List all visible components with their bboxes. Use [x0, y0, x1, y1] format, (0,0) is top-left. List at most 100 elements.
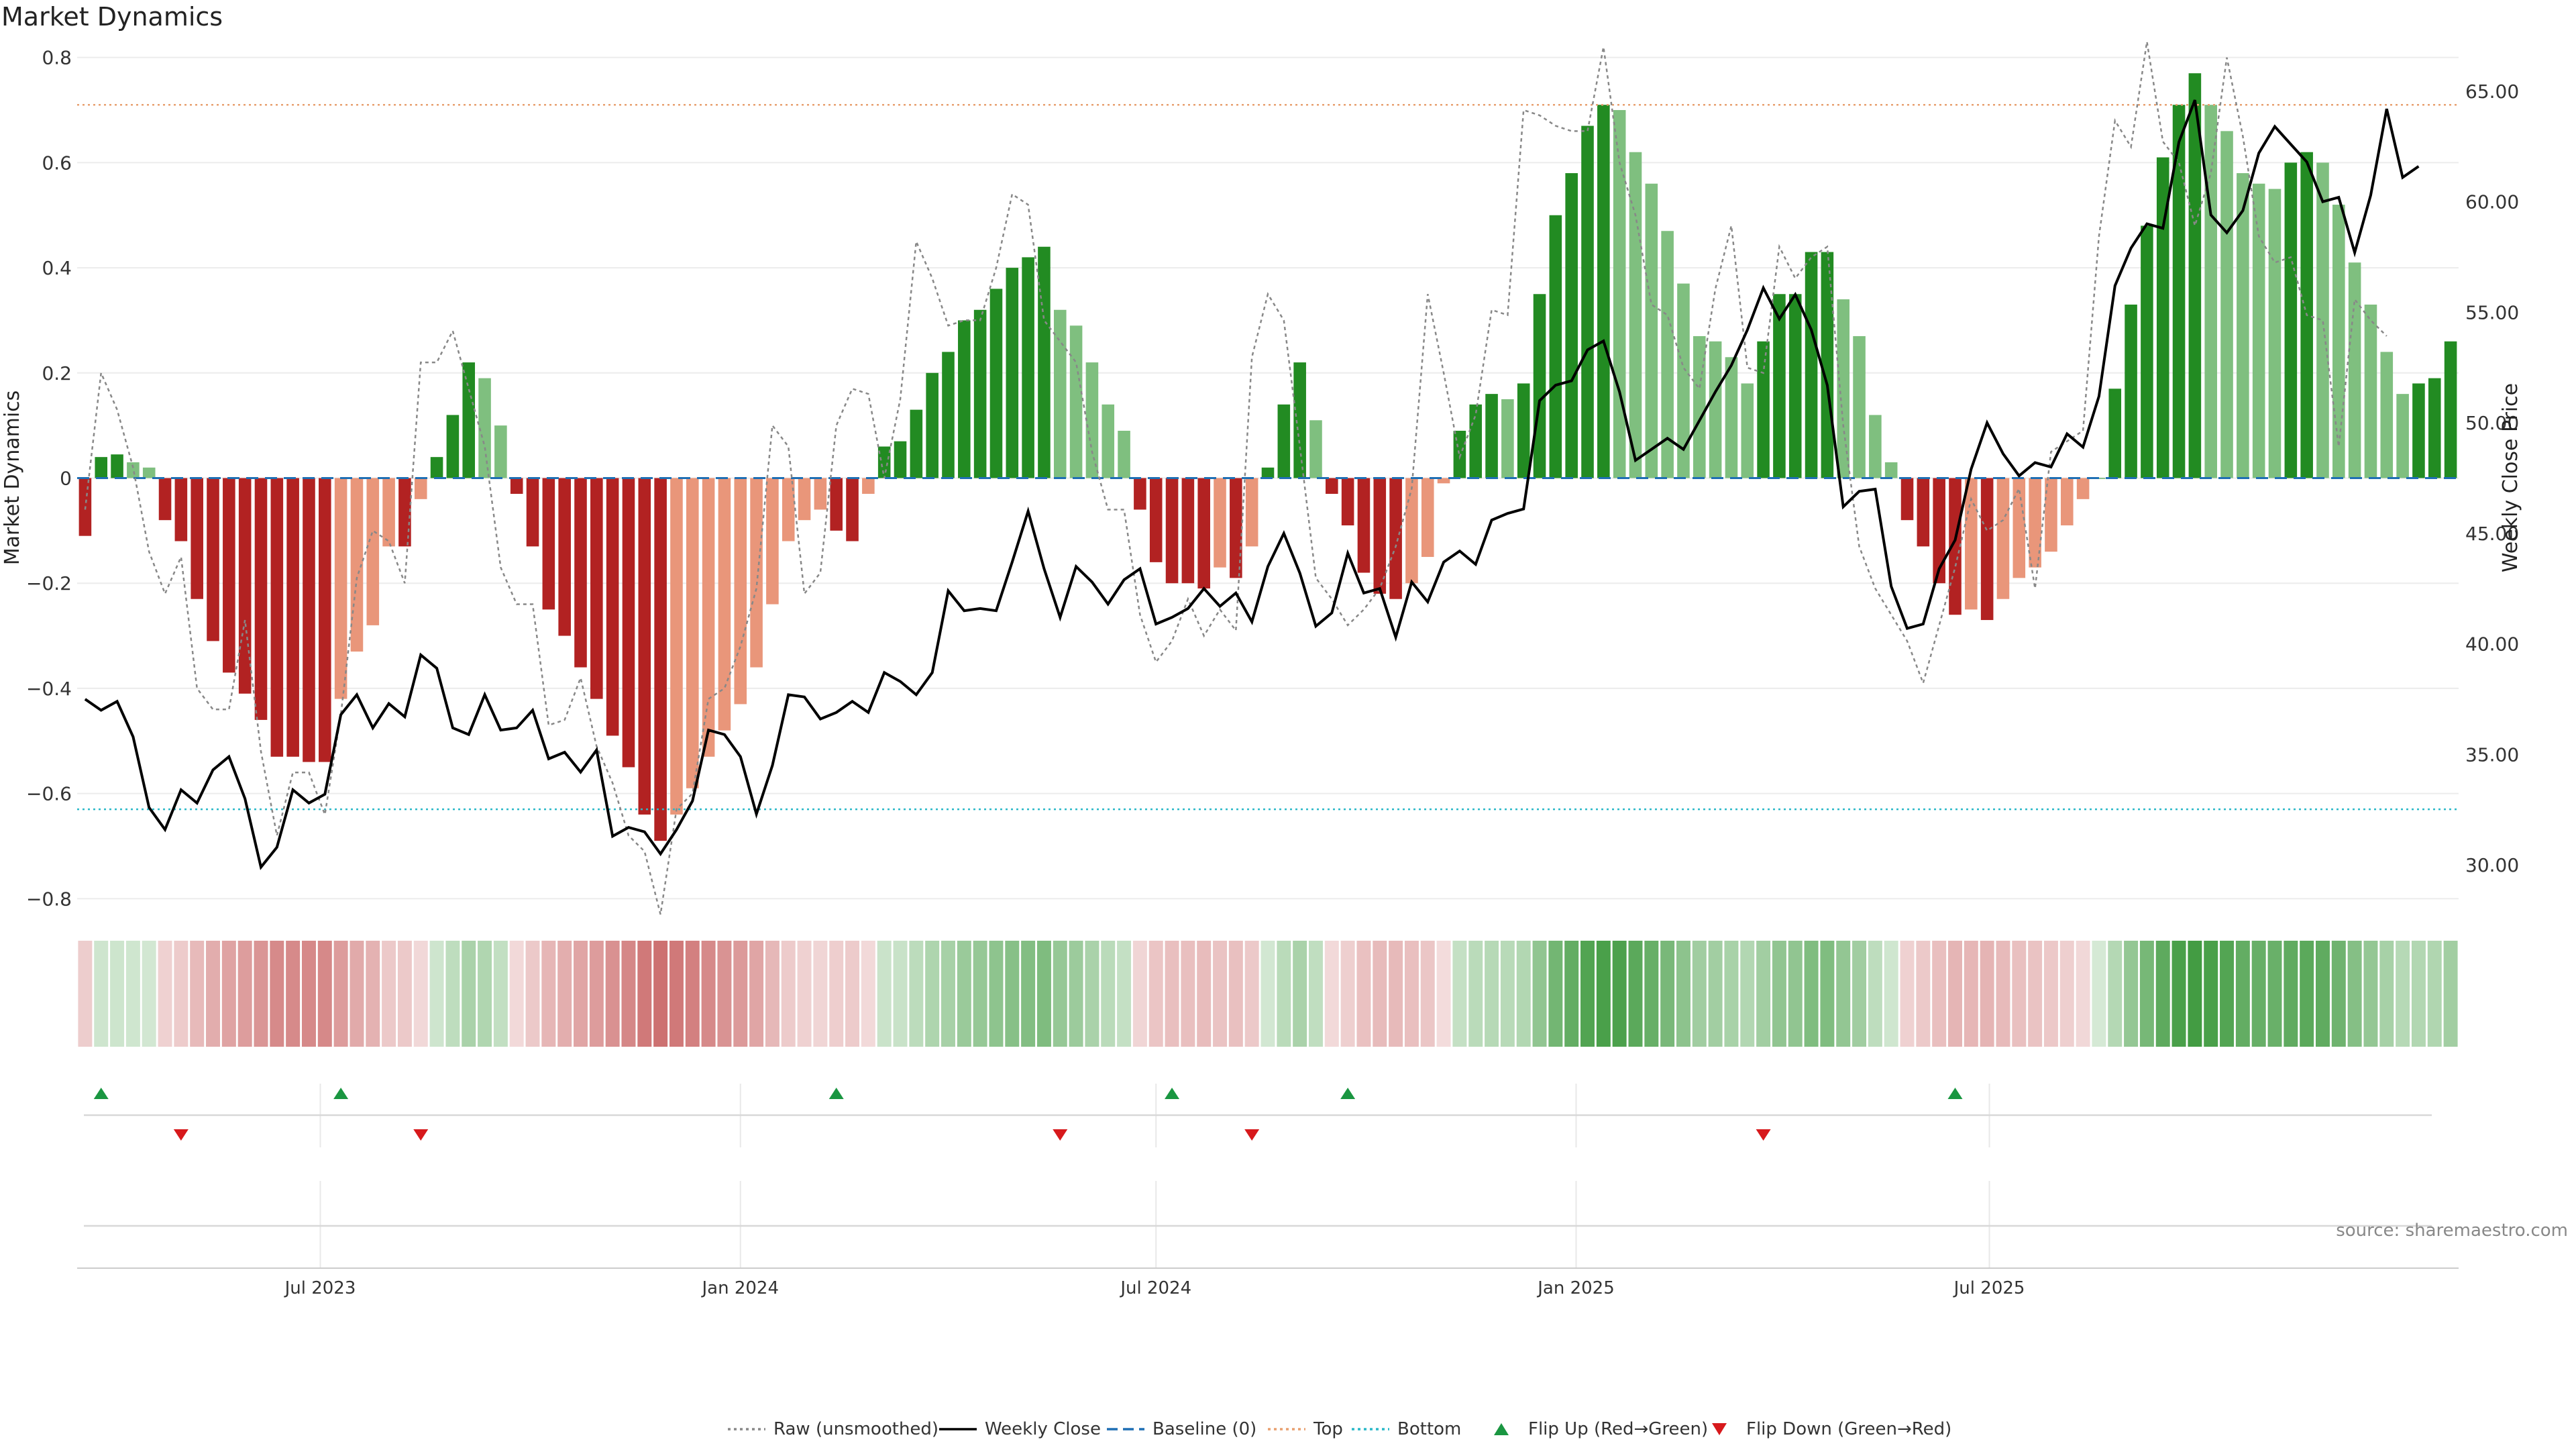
heat-cell	[1852, 941, 1867, 1047]
legend-item: Top	[1268, 1419, 1343, 1439]
bar	[1230, 478, 1242, 578]
heat-cell	[1900, 941, 1915, 1047]
heat-cell	[2443, 941, 2458, 1047]
bar	[926, 372, 938, 478]
heat-cell	[2300, 941, 2314, 1047]
bar	[158, 478, 172, 521]
bar	[1597, 105, 1610, 478]
heat-cell	[1148, 941, 1163, 1047]
bar	[734, 478, 747, 705]
heat-cell	[1213, 941, 1228, 1047]
heat-cell	[1516, 941, 1531, 1047]
heat-cell	[270, 941, 284, 1047]
heat-cell	[1228, 941, 1243, 1047]
bar	[1693, 335, 1706, 478]
heat-cell	[957, 941, 971, 1047]
bar	[191, 478, 203, 599]
bar	[2284, 162, 2298, 478]
heat-cell	[2028, 941, 2043, 1047]
heat-cell	[2124, 941, 2139, 1047]
bar	[1357, 478, 1371, 573]
bar	[846, 478, 859, 541]
heat-cell	[429, 941, 444, 1047]
bar	[2268, 189, 2282, 478]
bar	[1869, 415, 1882, 478]
bar	[2060, 478, 2074, 526]
heat-cell	[1932, 941, 1947, 1047]
bar	[1469, 404, 1483, 478]
heat-cell	[1053, 941, 1067, 1047]
bar	[1933, 478, 1945, 584]
heat-cell	[1548, 941, 1563, 1047]
heat-cell	[1085, 941, 1099, 1047]
y2-tick-label: 30.00	[2465, 854, 2519, 876]
bar	[350, 478, 364, 652]
bar	[1884, 462, 1898, 478]
bar	[2396, 394, 2409, 478]
heat-cell	[509, 941, 524, 1047]
x-tick-label: Jul 2023	[284, 1278, 356, 1298]
bar	[542, 478, 555, 610]
bar	[398, 478, 411, 547]
heat-cell	[1916, 941, 1931, 1047]
heat-cell	[1260, 941, 1275, 1047]
heat-cell	[1181, 941, 1195, 1047]
bar	[1725, 357, 1738, 478]
heat-cell	[1373, 941, 1387, 1047]
flip-down-marker	[1756, 1129, 1771, 1141]
bar	[1293, 362, 1306, 478]
heat-cell	[221, 941, 236, 1047]
heat-cell	[1756, 941, 1771, 1047]
heat-cell	[1485, 941, 1499, 1047]
heat-cell	[2043, 941, 2058, 1047]
heat-cell	[1772, 941, 1786, 1047]
legend: Raw (unsmoothed) Weekly Close Baseline (0)…	[728, 1419, 1951, 1439]
heat-cell	[701, 941, 716, 1047]
bar	[478, 378, 491, 478]
heat-cell	[653, 941, 668, 1047]
x-tick-label: Jul 2025	[1953, 1278, 2025, 1298]
bar	[622, 478, 635, 768]
bar	[1821, 252, 1834, 478]
bar	[446, 415, 460, 478]
heat-cell	[2379, 941, 2394, 1047]
bar	[1389, 478, 1402, 599]
bar	[2204, 105, 2217, 478]
bar	[270, 478, 284, 757]
heat-cell	[1820, 941, 1835, 1047]
heat-cell	[1740, 941, 1755, 1047]
legend-item: Flip Up (Red→Green)	[1494, 1419, 1708, 1439]
heat-cell	[94, 941, 109, 1047]
heat-cell	[637, 941, 652, 1047]
bar	[910, 409, 923, 478]
y2-tick-label: 45.00	[2465, 523, 2519, 545]
bar	[1118, 430, 1130, 478]
bar	[718, 478, 731, 731]
legend-label: Weekly Close	[985, 1419, 1101, 1439]
x-tick-label: Jan 2025	[1536, 1278, 1615, 1298]
heat-cell	[1389, 941, 1403, 1047]
bar	[1533, 294, 1546, 478]
heat-cell	[110, 941, 125, 1047]
flip-up-marker	[1947, 1088, 1963, 1099]
bar	[223, 478, 235, 673]
bar	[2141, 225, 2153, 478]
bar	[462, 362, 476, 478]
heat-cell	[1948, 941, 1962, 1047]
bar	[494, 425, 507, 478]
heat-cell	[2427, 941, 2442, 1047]
heat-cell	[2171, 941, 2186, 1047]
heat-cell	[2139, 941, 2154, 1047]
heat-cell	[254, 941, 268, 1047]
flip-up-marker	[1340, 1088, 1356, 1099]
bar	[1757, 341, 1770, 478]
bar	[1837, 299, 1850, 478]
heat-cell	[1132, 941, 1147, 1047]
heat-cell	[1884, 941, 1898, 1047]
bar	[1565, 173, 1578, 478]
bar	[510, 478, 523, 495]
bar	[606, 478, 619, 736]
legend-item: Weekly Close	[939, 1419, 1101, 1439]
heat-cell	[973, 941, 987, 1047]
